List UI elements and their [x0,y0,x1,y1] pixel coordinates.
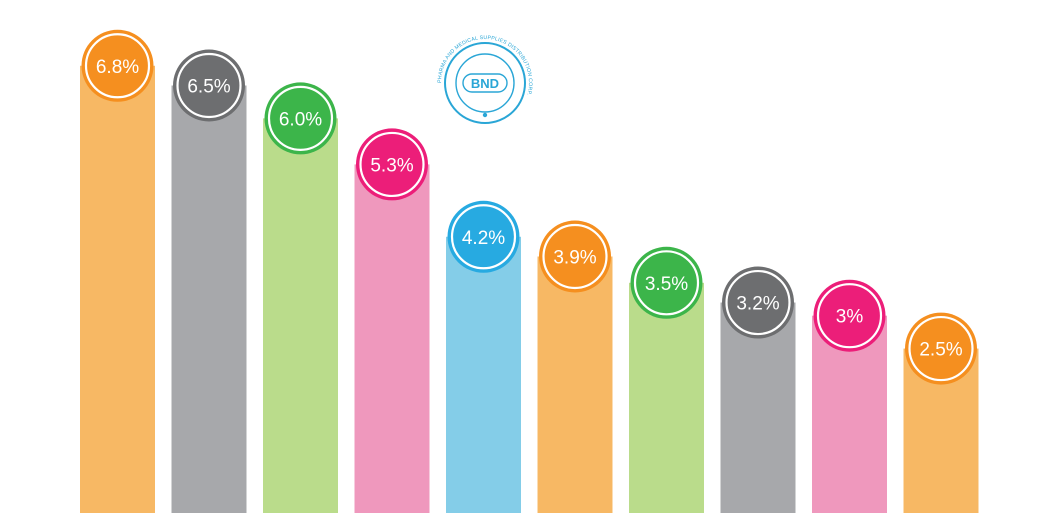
value-bubble: 4.2% [447,200,520,273]
bubble-ring [267,85,334,151]
bubble-ring [84,33,151,99]
bubble-circle [539,220,611,293]
bubble-circle [630,246,703,319]
data-label: 3.5% [645,274,688,295]
value-bubble: 6.0% [264,82,337,155]
bubble-circle [81,29,154,102]
bar [80,65,155,513]
data-label: 3.9% [553,248,596,269]
value-bubble: 2.5% [905,312,977,385]
value-bubble: 3.2% [722,266,794,339]
value-bubbles: 6.8% 6.5% 6.0% 5.3% 4.2% 3.9% 3.5% 3.2% 3% 2.5% [81,29,977,385]
data-label: 3.2% [736,294,779,315]
logo-dot-icon [482,112,488,118]
logo-badge-frame [462,73,508,93]
logo-initials: BND [471,76,499,91]
value-bubble: 3.9% [539,220,611,293]
bubble-circle [905,312,977,385]
bubble-circle [447,200,520,273]
bar [446,236,521,513]
bar [263,118,338,513]
bubble-ring [359,131,425,198]
data-label: 6.8% [96,57,139,78]
bar [354,164,430,513]
logo-inner-ring [455,53,515,113]
value-bubble: 6.5% [173,49,245,122]
bubble-ring [633,250,700,316]
bubble-ring [176,52,242,119]
bars [80,65,979,513]
bubble-ring [816,283,883,349]
value-bubble: 3% [813,279,886,352]
value-bubble: 6.8% [81,29,154,102]
bubble-circle [356,128,428,201]
bar [537,256,613,513]
data-label: 6.0% [279,109,322,130]
data-label: 4.2% [462,228,505,249]
bubble-circle [264,82,337,155]
bar [171,85,247,513]
bubble-ring [450,204,517,270]
value-bubble: 5.3% [356,128,428,201]
bnd-logo: PHARMA AND MEDICAL SUPPLIES DISTRIBUTION… [437,35,533,124]
bubble-circle [813,279,886,352]
bubble-circle [173,49,245,122]
bubble-ring [908,315,974,382]
value-bubble: 3.5% [630,246,703,319]
data-label: 2.5% [919,340,962,361]
bar [629,282,704,513]
bubble-ring [542,223,608,290]
data-label: 6.5% [187,77,230,98]
bubble-ring [725,269,791,336]
bubble-circle [722,266,794,339]
data-label: 3% [836,307,864,328]
data-label: 5.3% [370,155,413,176]
